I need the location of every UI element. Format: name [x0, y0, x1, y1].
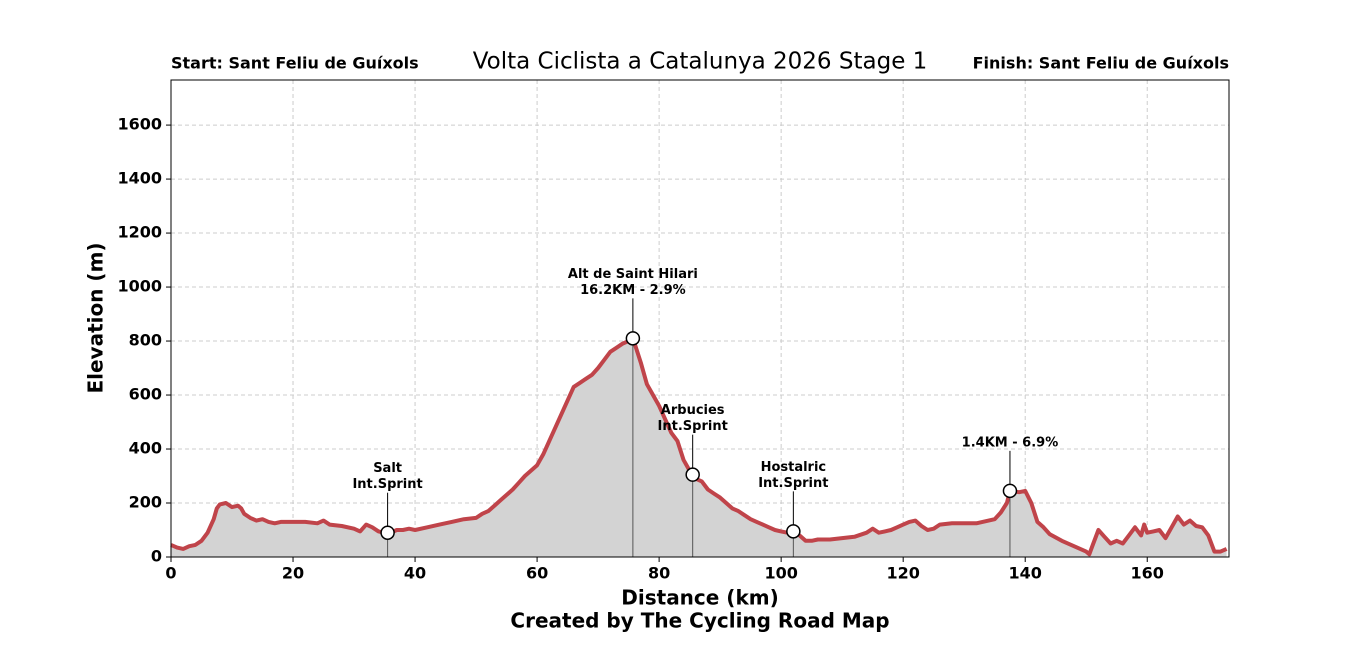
annotation-label: 16.2KM - 2.9% [580, 283, 686, 298]
y-tick-label: 1400 [117, 169, 162, 188]
y-tick-label: 600 [129, 385, 162, 404]
x-tick-label: 0 [165, 564, 176, 583]
x-tick-label: 80 [648, 564, 670, 583]
caption: Created by The Cycling Road Map [510, 609, 889, 633]
start-label: Start: Sant Feliu de Guíxols [171, 54, 419, 73]
annotation-label: Alt de Saint Hilari [568, 267, 698, 282]
y-axis-label: Elevation (m) [84, 242, 108, 393]
x-tick-label: 40 [404, 564, 426, 583]
annotation-label: Salt [373, 461, 402, 476]
x-tick-label: 60 [526, 564, 548, 583]
annotation-label: Arbucies [661, 403, 725, 418]
marker [625, 331, 641, 346]
elevation-area [171, 338, 1227, 557]
annotation-label: Hostalric [761, 460, 827, 475]
y-tick-label: 0 [151, 547, 162, 566]
y-tick-label: 1200 [117, 223, 162, 242]
x-tick-label: 20 [282, 564, 304, 583]
finish-label: Finish: Sant Feliu de Guíxols [973, 54, 1229, 73]
plot-frame [170, 79, 1230, 558]
x-tick-label: 160 [1131, 564, 1164, 583]
marker [380, 525, 395, 540]
x-tick-label: 140 [1009, 564, 1042, 583]
marker [1002, 483, 1018, 499]
x-tick-label: 120 [886, 564, 919, 583]
x-tick-label: 100 [764, 564, 797, 583]
chart-title: Volta Ciclista a Catalunya 2026 Stage 1 [473, 49, 928, 75]
y-tick-label: 200 [129, 493, 162, 512]
y-tick-label: 800 [129, 331, 162, 350]
marker [786, 524, 801, 539]
y-tick-label: 1000 [117, 277, 162, 296]
y-tick-label: 400 [129, 439, 162, 458]
marker [685, 467, 700, 482]
annotation-label: Int.Sprint [658, 419, 728, 434]
y-tick-label: 1600 [117, 115, 162, 134]
annotation-label: Int.Sprint [758, 476, 828, 491]
annotation-label: 1.4KM - 6.9% [962, 435, 1059, 450]
x-axis-label: Distance (km) [621, 586, 778, 610]
annotation-label: Int.Sprint [352, 477, 422, 492]
